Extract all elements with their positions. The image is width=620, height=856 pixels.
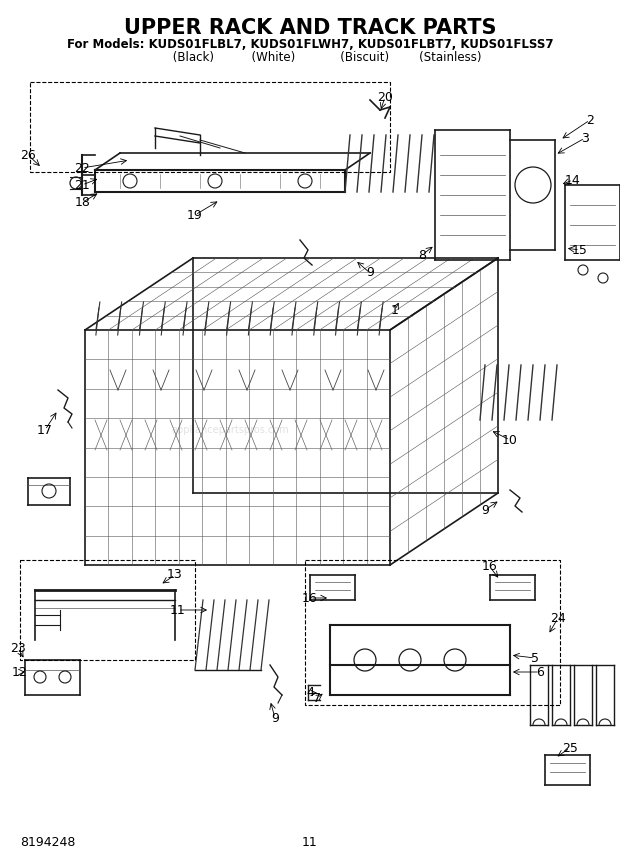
Text: 8: 8 [418, 248, 426, 261]
Text: 2: 2 [586, 114, 594, 127]
Text: 11: 11 [302, 836, 318, 849]
Text: 18: 18 [75, 195, 91, 209]
Text: 16: 16 [302, 591, 318, 604]
Text: UPPER RACK AND TRACK PARTS: UPPER RACK AND TRACK PARTS [124, 18, 496, 38]
Text: 8194248: 8194248 [20, 836, 76, 849]
Text: 11: 11 [170, 603, 186, 616]
Text: 24: 24 [550, 611, 566, 625]
Text: 13: 13 [167, 568, 183, 581]
Text: 15: 15 [572, 243, 588, 257]
Text: 22: 22 [74, 162, 90, 175]
Text: 20: 20 [377, 91, 393, 104]
Text: (Black)          (White)            (Biscuit)        (Stainless): (Black) (White) (Biscuit) (Stainless) [139, 51, 481, 64]
Text: 6: 6 [536, 665, 544, 679]
Text: 26: 26 [20, 148, 36, 162]
Text: 21: 21 [74, 179, 90, 192]
Text: 16: 16 [482, 561, 498, 574]
Text: 3: 3 [581, 132, 589, 145]
Text: 1: 1 [391, 304, 399, 317]
Text: 25: 25 [562, 741, 578, 754]
Text: 19: 19 [187, 209, 203, 222]
Text: 5: 5 [531, 651, 539, 664]
Text: 9: 9 [366, 266, 374, 280]
Text: 12: 12 [12, 665, 28, 679]
Text: 10: 10 [502, 433, 518, 447]
Text: 23: 23 [10, 641, 26, 655]
Text: 14: 14 [565, 174, 581, 187]
Text: 9: 9 [481, 503, 489, 516]
Text: 7: 7 [313, 692, 321, 704]
Text: 9: 9 [271, 711, 279, 724]
Text: appliancepartspros.com: appliancepartspros.com [171, 425, 289, 435]
Text: 17: 17 [37, 424, 53, 437]
Text: 4: 4 [306, 687, 314, 699]
Text: For Models: KUDS01FLBL7, KUDS01FLWH7, KUDS01FLBT7, KUDS01FLSS7: For Models: KUDS01FLBL7, KUDS01FLWH7, KU… [67, 38, 553, 51]
